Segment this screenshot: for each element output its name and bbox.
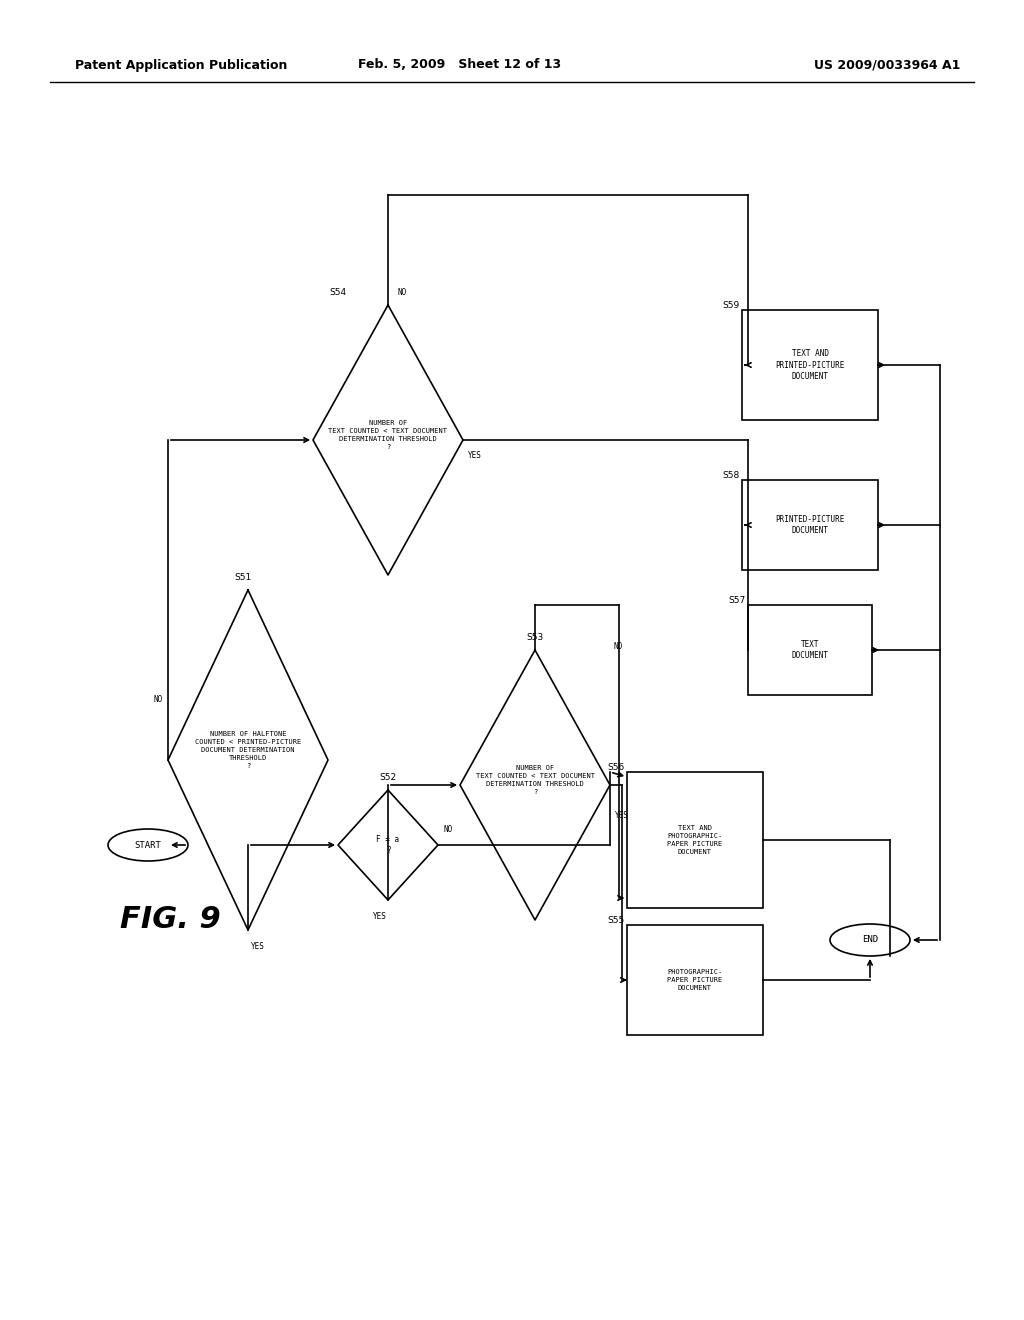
Text: S57: S57 — [729, 597, 746, 605]
Text: PHOTOGRAPHIC-
PAPER PICTURE
DOCUMENT: PHOTOGRAPHIC- PAPER PICTURE DOCUMENT — [668, 969, 723, 991]
Text: S58: S58 — [723, 471, 740, 480]
Text: FIG. 9: FIG. 9 — [120, 906, 220, 935]
Text: YES: YES — [251, 942, 265, 950]
Text: YES: YES — [615, 810, 629, 820]
Text: US 2009/0033964 A1: US 2009/0033964 A1 — [814, 58, 961, 71]
Text: NUMBER OF HALFTONE
COUNTED < PRINTED-PICTURE
DOCUMENT DETERMINATION
THRESHOLD
?: NUMBER OF HALFTONE COUNTED < PRINTED-PIC… — [195, 731, 301, 770]
Text: YES: YES — [373, 912, 387, 921]
Text: S51: S51 — [234, 573, 252, 582]
Bar — [627, 772, 763, 908]
Text: S56: S56 — [608, 763, 625, 772]
Text: NUMBER OF
TEXT COUNTED < TEXT DOCUMENT
DETERMINATION THRESHOLD
?: NUMBER OF TEXT COUNTED < TEXT DOCUMENT D… — [475, 766, 595, 795]
Bar — [742, 480, 878, 570]
Text: START: START — [134, 841, 162, 850]
Text: NO: NO — [154, 696, 163, 705]
Text: TEXT AND
PHOTOGRAPHIC-
PAPER PICTURE
DOCUMENT: TEXT AND PHOTOGRAPHIC- PAPER PICTURE DOC… — [668, 825, 723, 855]
Text: Feb. 5, 2009   Sheet 12 of 13: Feb. 5, 2009 Sheet 12 of 13 — [358, 58, 561, 71]
Text: END: END — [862, 936, 878, 945]
Text: S54: S54 — [330, 288, 346, 297]
Text: TEXT AND
PRINTED-PICTURE
DOCUMENT: TEXT AND PRINTED-PICTURE DOCUMENT — [775, 348, 845, 381]
Text: F = a
?: F = a ? — [377, 836, 399, 855]
Text: S53: S53 — [526, 634, 544, 642]
Text: NO: NO — [613, 642, 623, 651]
Text: YES: YES — [468, 450, 482, 459]
Text: Patent Application Publication: Patent Application Publication — [75, 58, 288, 71]
Text: NUMBER OF
TEXT COUNTED < TEXT DOCUMENT
DETERMINATION THRESHOLD
?: NUMBER OF TEXT COUNTED < TEXT DOCUMENT D… — [329, 420, 447, 450]
Text: NO: NO — [398, 288, 408, 297]
Text: S59: S59 — [723, 301, 740, 310]
Text: PRINTED-PICTURE
DOCUMENT: PRINTED-PICTURE DOCUMENT — [775, 515, 845, 536]
Text: NO: NO — [443, 825, 453, 834]
Bar — [748, 605, 872, 696]
Text: S55: S55 — [608, 916, 625, 925]
Bar — [627, 925, 763, 1035]
Text: S52: S52 — [380, 774, 396, 781]
Text: TEXT
DOCUMENT: TEXT DOCUMENT — [792, 640, 828, 660]
Bar — [742, 310, 878, 420]
